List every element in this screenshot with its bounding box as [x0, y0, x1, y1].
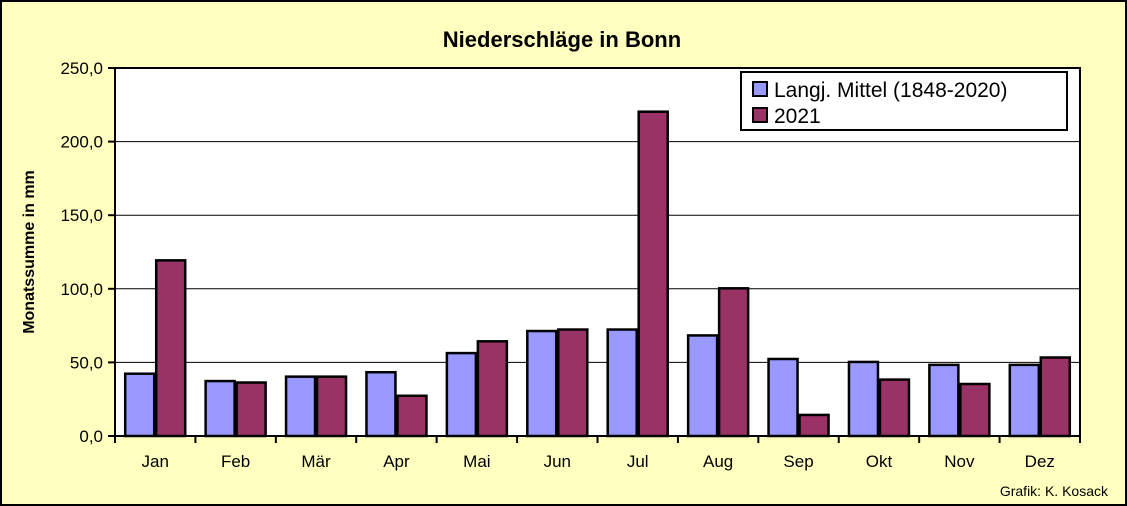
x-tick-label: Mär — [301, 452, 331, 471]
legend-swatch — [752, 81, 768, 97]
x-tick-label: Jul — [627, 452, 649, 471]
y-tick-label: 50,0 — [70, 353, 103, 372]
bar-year — [717, 287, 750, 438]
bar-year — [154, 259, 187, 438]
plot-area: 0,0 50,0 100,0 150,0 200,0 250,0 Jan Feb Mär Apr M… — [60, 59, 1081, 471]
y-tick-label: 150,0 — [60, 206, 103, 225]
x-tick-label: Jan — [141, 452, 168, 471]
bar-year — [315, 375, 348, 438]
x-tick-label: Feb — [221, 452, 250, 471]
bar-mean — [284, 375, 317, 438]
y-axis-label: Monatssumme in mm — [21, 170, 38, 334]
bar-mean — [686, 334, 719, 438]
legend-box — [740, 71, 1068, 131]
bar-year — [798, 413, 830, 438]
legend-swatch — [752, 107, 768, 123]
y-tick-label: 200,0 — [60, 133, 103, 152]
legend-label: Langj. Mittel (1848-2020) — [774, 79, 1007, 102]
bar-year — [557, 328, 589, 438]
bar-year — [959, 382, 991, 438]
y-tick-label: 100,0 — [60, 280, 103, 299]
bar-year — [476, 340, 509, 438]
x-tick-label: Apr — [383, 452, 410, 471]
bar-mean — [767, 357, 799, 438]
bar-mean — [1008, 363, 1041, 438]
legend-label: 2021 — [774, 105, 821, 128]
x-tick-label: Aug — [703, 452, 733, 471]
bar-year — [1039, 356, 1072, 438]
y-tick-label: 250,0 — [60, 59, 103, 78]
bar-year — [637, 110, 669, 438]
x-tick-label: Okt — [866, 452, 893, 471]
bar-mean — [123, 372, 156, 438]
x-tick-label: Dez — [1025, 452, 1055, 471]
chart-title: Niederschläge in Bonn — [443, 27, 681, 52]
bar-mean — [928, 363, 960, 438]
credit-text: Grafik: K. Kosack — [1000, 483, 1109, 499]
x-tick-label: Jun — [544, 452, 571, 471]
bar-mean — [606, 328, 638, 438]
y-tick-label: 0,0 — [79, 427, 103, 446]
bar-mean — [204, 379, 236, 438]
x-tick-label: Nov — [944, 452, 975, 471]
plot-border — [114, 67, 1081, 437]
x-tick-label: Mai — [463, 452, 490, 471]
bar-mean — [445, 351, 478, 438]
bar-mean — [365, 370, 397, 438]
bar-year — [235, 381, 267, 438]
bar-year — [396, 394, 428, 438]
x-tick-label: Sep — [783, 452, 813, 471]
bar-year — [878, 378, 911, 438]
bar-mean — [847, 360, 880, 438]
bar-mean — [526, 329, 558, 438]
